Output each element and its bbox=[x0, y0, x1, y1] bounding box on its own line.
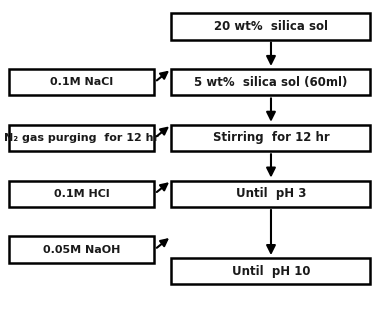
Bar bbox=[171, 69, 371, 95]
Text: Stirring  for 12 hr: Stirring for 12 hr bbox=[213, 131, 329, 144]
Bar bbox=[8, 125, 155, 151]
Bar bbox=[171, 13, 371, 39]
Text: 5 wt%  silica sol (60ml): 5 wt% silica sol (60ml) bbox=[194, 76, 348, 89]
Text: N₂ gas purging  for 12 hr: N₂ gas purging for 12 hr bbox=[4, 133, 159, 143]
Bar bbox=[8, 69, 155, 95]
Bar bbox=[8, 236, 155, 263]
Bar bbox=[171, 180, 371, 207]
Text: Until  pH 10: Until pH 10 bbox=[232, 265, 310, 278]
Text: 20 wt%  silica sol: 20 wt% silica sol bbox=[214, 20, 328, 33]
Text: 0.05M NaOH: 0.05M NaOH bbox=[43, 245, 120, 255]
Text: Until  pH 3: Until pH 3 bbox=[236, 187, 306, 200]
Bar bbox=[171, 258, 371, 285]
Text: 0.1M NaCl: 0.1M NaCl bbox=[50, 77, 113, 87]
Bar bbox=[171, 125, 371, 151]
Text: 0.1M HCl: 0.1M HCl bbox=[54, 189, 109, 199]
Bar bbox=[8, 180, 155, 207]
